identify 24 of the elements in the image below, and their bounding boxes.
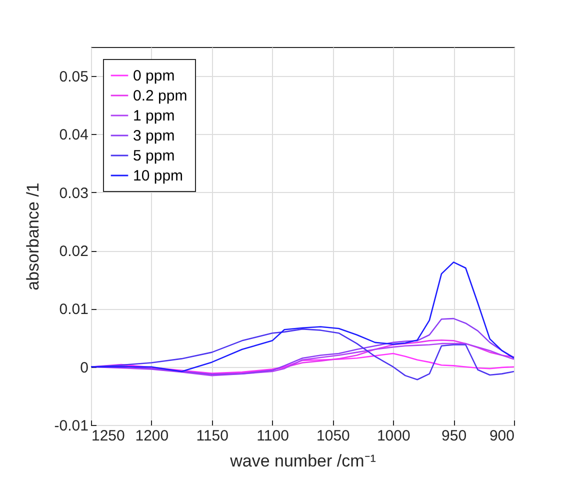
y-tick-label: 0.05	[59, 68, 88, 86]
x-tick-label: 1000	[376, 428, 410, 444]
x-tick-label: 1050	[316, 428, 350, 444]
x-tick-label: 900	[489, 428, 514, 444]
x-tick-label: 1200	[135, 428, 169, 444]
legend-label: 0 ppm	[133, 68, 175, 84]
y-tick-label: -0.01	[54, 418, 88, 434]
y-tick-label: 0.02	[59, 243, 88, 260]
line-series	[91, 262, 514, 372]
legend-label: 0.2 ppm	[133, 88, 188, 104]
x-tick-label: 1150	[196, 428, 228, 444]
legend-label: 5 ppm	[133, 148, 175, 164]
x-tick-label: 1100	[256, 428, 289, 444]
y-tick-label: 0.01	[59, 301, 88, 318]
y-tick-label: 0	[80, 359, 88, 376]
x-axis-title: wave number /cm⁻¹	[229, 452, 376, 470]
x-tick-label: 950	[442, 428, 467, 444]
y-tick-label: 0.03	[59, 184, 88, 202]
legend-label: 1 ppm	[133, 108, 175, 124]
x-tick-label: 1250	[92, 428, 125, 444]
y-axis-title: absorbance /1	[23, 182, 42, 290]
legend-label: 3 ppm	[133, 128, 175, 144]
y-tick-label: 0.04	[59, 126, 88, 144]
legend-label: 10 ppm	[133, 168, 184, 184]
